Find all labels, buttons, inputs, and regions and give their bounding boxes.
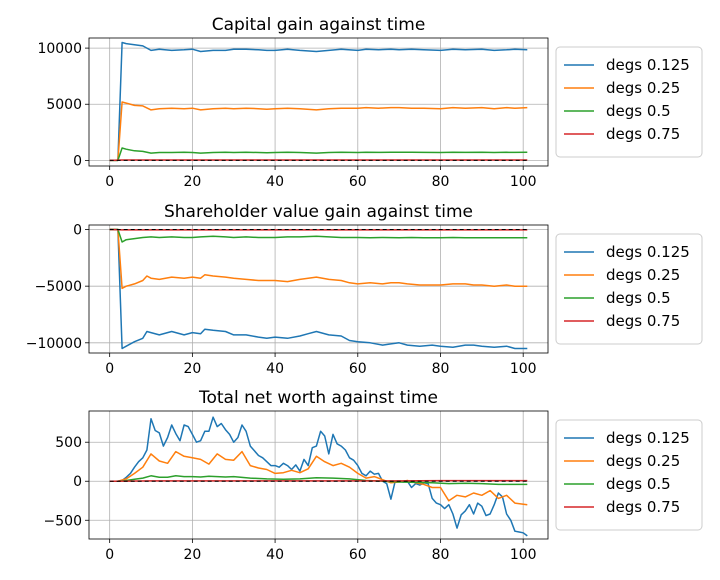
- x-tick-label: 0: [105, 547, 114, 563]
- x-tick-label: 0: [105, 361, 114, 377]
- x-tick-label: 60: [349, 361, 367, 377]
- x-tick-label: 100: [510, 361, 537, 377]
- x-tick-label: 80: [432, 547, 450, 563]
- x-tick-label: 100: [510, 547, 537, 563]
- legend-label: degs 0.5: [606, 102, 671, 120]
- x-tick-label: 0: [105, 174, 114, 190]
- plot-frame: [89, 38, 548, 166]
- x-tick-label: 100: [510, 174, 537, 190]
- legend-label: degs 0.25: [606, 266, 680, 284]
- x-tick-label: 60: [349, 547, 367, 563]
- x-tick-label: 40: [266, 547, 284, 563]
- legend: degs 0.125 degs 0.25 degs 0.5 degs 0.75: [556, 420, 702, 530]
- x-tick-label: 80: [432, 174, 450, 190]
- series-line-1: [110, 43, 528, 161]
- legend-label: degs 0.125: [606, 243, 690, 261]
- y-tick-label: −500: [44, 513, 82, 529]
- y-tick-label: −10000: [26, 336, 82, 352]
- legend-label: degs 0.75: [606, 312, 680, 330]
- series-line-2: [110, 102, 528, 160]
- legend-label: degs 0.75: [606, 498, 680, 516]
- series-line-1: [110, 230, 528, 349]
- series-line-3: [110, 148, 528, 160]
- legend-label: degs 0.125: [606, 56, 690, 74]
- y-tick-label: 500: [55, 435, 82, 451]
- x-tick-label: 60: [349, 174, 367, 190]
- legend-label: degs 0.25: [606, 452, 680, 470]
- y-tick-label: 0: [73, 223, 82, 239]
- chart-title: Shareholder value gain against time: [164, 202, 473, 222]
- chart-panel-3: 0 20 40 60 80 100 500 0 −500 Total net worth agai…: [44, 388, 702, 563]
- legend-label: degs 0.125: [606, 429, 690, 447]
- legend-label: degs 0.5: [606, 289, 671, 307]
- x-tick-label: 20: [183, 547, 201, 563]
- y-tick-label: 0: [73, 474, 82, 490]
- chart-title: Total net worth against time: [198, 388, 438, 408]
- legend: degs 0.125 degs 0.25 degs 0.5 degs 0.75: [556, 234, 702, 344]
- series-line-4: [110, 481, 528, 482]
- x-tick-label: 40: [266, 174, 284, 190]
- x-tick-label: 20: [183, 361, 201, 377]
- legend-label: degs 0.75: [606, 125, 680, 143]
- chart-panel-1: 0 20 40 60 80 100 0 5000 10000 Capital gain again…: [37, 15, 702, 190]
- legend-label: degs 0.5: [606, 475, 671, 493]
- y-tick-label: −5000: [35, 279, 82, 295]
- y-tick-label: 0: [73, 153, 82, 169]
- legend: degs 0.125 degs 0.25 degs 0.5 degs 0.75: [556, 47, 702, 157]
- x-tick-label: 20: [183, 174, 201, 190]
- x-tick-label: 80: [432, 361, 450, 377]
- x-tick-label: 40: [266, 361, 284, 377]
- plot-frame: [89, 411, 548, 539]
- y-tick-label: 5000: [46, 97, 82, 113]
- chart-title: Capital gain against time: [212, 15, 426, 35]
- series-line-3: [110, 230, 528, 243]
- legend-label: degs 0.25: [606, 79, 680, 97]
- chart-panel-2: 0 20 40 60 80 100 0 −5000 −10000 Shareholder valu…: [26, 202, 702, 377]
- y-tick-label: 10000: [37, 41, 82, 57]
